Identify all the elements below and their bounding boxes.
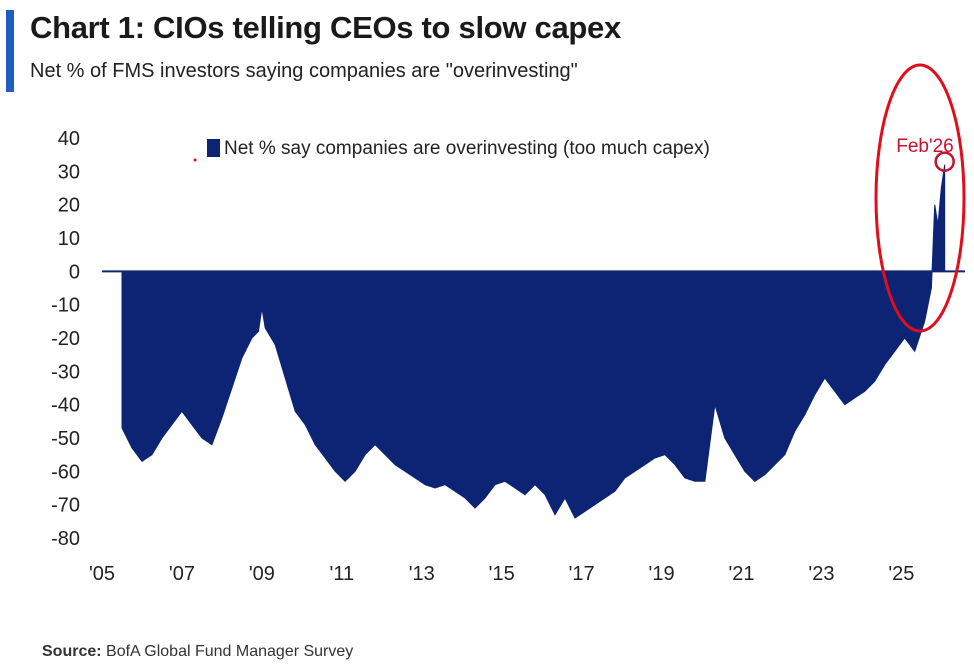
y-tick-label: 30	[58, 161, 80, 183]
source-label: Source:	[42, 643, 102, 660]
x-tick-label: '17	[569, 563, 595, 585]
y-tick-label: -10	[51, 295, 80, 317]
y-tick-label: -40	[51, 395, 80, 417]
y-tick-label: 40	[58, 128, 80, 150]
series-area	[121, 164, 946, 519]
legend-label: Net % say companies are overinvesting (t…	[224, 138, 710, 159]
x-tick-label: '05	[89, 563, 115, 585]
x-tick-label: '13	[409, 563, 435, 585]
y-tick-label: -50	[51, 428, 80, 450]
feb26-annotation-label: Feb'26	[896, 136, 954, 157]
chart-title: Chart 1: CIOs telling CEOs to slow capex	[30, 10, 621, 45]
y-tick-label: 10	[58, 228, 80, 250]
x-tick-label: '15	[489, 563, 515, 585]
source-note: Source: BofA Global Fund Manager Survey	[42, 643, 353, 661]
legend-dot	[193, 158, 197, 162]
x-tick-label: '07	[169, 563, 195, 585]
title-accent-bar	[6, 10, 14, 92]
x-tick-label: '19	[649, 563, 675, 585]
x-tick-label: '11	[330, 563, 355, 585]
y-tick-label: -80	[51, 528, 80, 550]
y-tick-label: -30	[51, 361, 80, 383]
feb26-highlight-circle	[934, 151, 955, 172]
highlight-ellipse	[874, 63, 966, 333]
y-tick-label: -20	[51, 328, 80, 350]
source-text: BofA Global Fund Manager Survey	[106, 643, 354, 660]
y-tick-label: -60	[51, 461, 80, 483]
x-tick-label: '25	[888, 563, 914, 585]
legend-swatch	[207, 139, 220, 157]
y-tick-label: 0	[69, 261, 80, 283]
x-tick-label: '21	[728, 563, 754, 585]
chart-subtitle: Net % of FMS investors saying companies …	[30, 60, 578, 82]
x-tick-label: '09	[249, 563, 275, 585]
y-tick-label: -70	[51, 495, 80, 517]
x-tick-label: '23	[808, 563, 834, 585]
y-tick-label: 20	[58, 195, 80, 217]
